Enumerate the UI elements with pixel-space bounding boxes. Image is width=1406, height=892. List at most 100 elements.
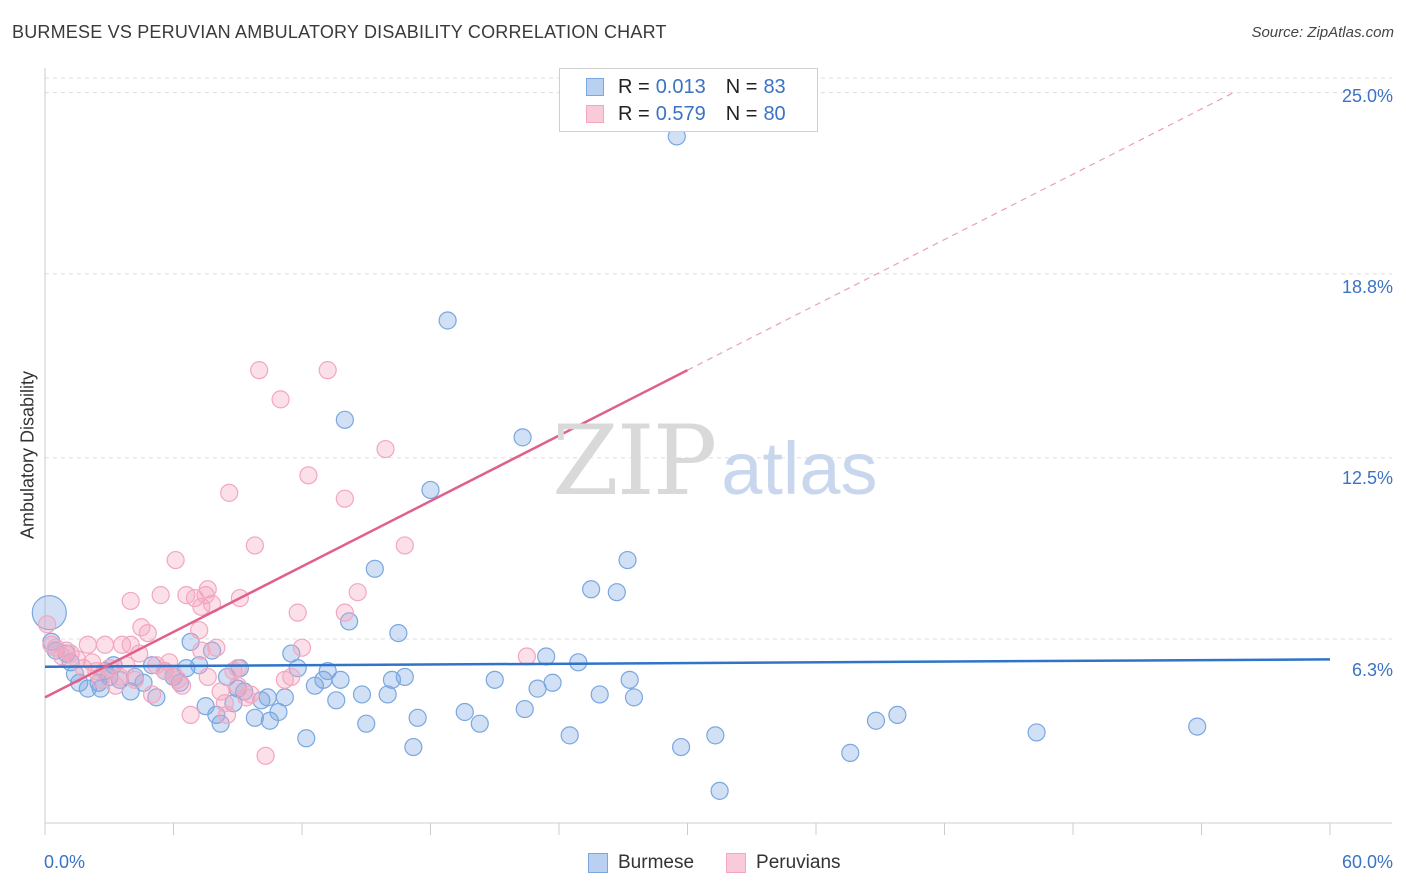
burmese-point — [378, 685, 397, 704]
burmese-point — [841, 743, 860, 762]
burmese-point — [569, 653, 588, 672]
burmese-point — [470, 714, 489, 733]
peruvian-point — [181, 705, 200, 725]
burmese-point — [78, 679, 97, 698]
peruvian-point — [217, 705, 237, 725]
burmese-point — [543, 673, 562, 692]
burmese-point — [389, 623, 408, 643]
burmese-point — [590, 685, 609, 704]
peruvian-point — [348, 583, 367, 602]
peruvian-point — [250, 361, 269, 380]
burmese-point — [624, 688, 644, 707]
burmese-point — [404, 737, 423, 757]
burmese-point — [258, 688, 277, 707]
burmese-point — [365, 559, 384, 578]
trend-lines — [44, 92, 1331, 699]
peruvian-point — [282, 667, 301, 687]
y-tick-label: 12.5% — [1341, 468, 1393, 488]
burmese-point — [1027, 723, 1046, 742]
burmese-point — [620, 670, 639, 689]
peruvian-point — [215, 694, 234, 713]
peruvian-points — [38, 361, 536, 765]
peruvian-point — [517, 647, 536, 666]
burmese-point — [515, 699, 534, 719]
peruvian-point — [211, 682, 230, 701]
burmese-point — [537, 647, 556, 666]
y-tick-label: 18.8% — [1341, 277, 1393, 297]
peruvian-point — [78, 635, 97, 654]
peruvian-point — [106, 676, 125, 695]
legend-r-value: 0.013 — [655, 75, 706, 98]
burmese-point — [245, 708, 264, 727]
x-tick-label-min: 0.0% — [44, 852, 86, 872]
legend-item-peruvians[interactable]: Peruvians — [726, 852, 841, 874]
legend-item-burmese[interactable]: Burmese — [588, 852, 694, 874]
burmese-point — [455, 702, 474, 722]
peruvian-point — [395, 536, 414, 555]
burmese-point — [335, 410, 354, 429]
burmese-point — [297, 729, 316, 748]
legend-r-value: 0.579 — [655, 102, 706, 125]
peruvian-point — [192, 597, 211, 616]
peruvians-swatch-icon — [726, 853, 747, 873]
peruvian-point — [190, 621, 209, 640]
peruvians-swatch-icon — [586, 105, 604, 123]
peruvian-point — [138, 623, 157, 643]
peruvian-point — [335, 603, 354, 622]
burmese-swatch-icon — [586, 78, 604, 96]
peruvian-point — [142, 685, 162, 704]
legend-r-label: R = — [618, 102, 650, 125]
burmese-trend-line — [44, 658, 1331, 668]
burmese-point — [421, 480, 440, 500]
burmese-point — [513, 428, 532, 447]
legend-n-label: N = — [725, 75, 758, 98]
burmese-point — [671, 737, 691, 757]
burmese-point — [560, 726, 579, 745]
peruvian-point — [220, 483, 239, 502]
peruvian-point — [335, 489, 354, 508]
peruvian-point — [318, 361, 337, 380]
series-legend: Burmese Peruvians — [588, 852, 873, 874]
burmese-point — [438, 311, 457, 330]
legend-label-peruvians: Peruvians — [756, 852, 841, 873]
burmese-point — [331, 670, 350, 689]
legend-label-burmese: Burmese — [618, 852, 695, 873]
burmese-point — [31, 595, 67, 631]
burmese-point — [888, 705, 907, 725]
peruvian-point — [292, 638, 312, 657]
peruvian-point — [207, 638, 226, 657]
peruvian-point — [256, 746, 275, 765]
burmese-point — [340, 612, 359, 631]
burmese-point — [618, 550, 637, 570]
legend-row-peruvians: R = 0.579 N = 80 — [586, 102, 786, 126]
burmese-point — [327, 691, 346, 710]
burmese-point — [408, 708, 427, 727]
burmese-point — [395, 667, 414, 687]
burmese-point — [318, 661, 337, 681]
watermark-atlas: atlas — [721, 427, 878, 510]
peruvian-point — [299, 466, 318, 485]
peruvian-point — [228, 659, 247, 678]
peruvian-trend-extension — [687, 92, 1234, 371]
gridlines — [45, 77, 1392, 640]
burmese-point — [710, 781, 729, 800]
peruvian-point — [38, 615, 57, 634]
peruvian-point — [245, 536, 264, 555]
watermark-zip: ZIP — [552, 405, 717, 517]
peruvian-point — [121, 591, 140, 611]
y-tick-label: 6.3% — [1351, 660, 1393, 680]
peruvian-point — [125, 670, 145, 689]
burmese-point — [352, 685, 372, 704]
peruvian-point — [110, 667, 130, 687]
peruvian-point — [166, 550, 185, 570]
burmese-point — [866, 711, 886, 730]
peruvian-point — [288, 603, 307, 622]
source-label: Source: ZipAtlas.com — [1251, 24, 1394, 41]
legend-n-value: 83 — [763, 75, 786, 98]
peruvian-point — [271, 390, 290, 409]
y-axis-title: Ambulatory Disability — [17, 370, 38, 540]
x-tick-label-max: 60.0% — [1341, 852, 1393, 872]
peruvian-point — [241, 685, 260, 704]
peruvian-point — [198, 580, 217, 599]
